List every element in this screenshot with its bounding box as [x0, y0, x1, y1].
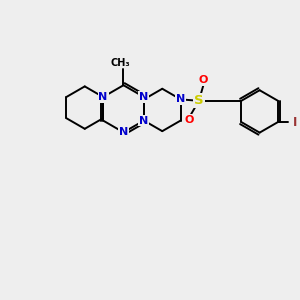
Text: N: N — [176, 94, 185, 104]
Text: N: N — [139, 92, 148, 102]
Text: N: N — [139, 116, 148, 126]
Text: I: I — [292, 116, 297, 128]
Text: N: N — [98, 92, 108, 102]
Text: N: N — [119, 127, 128, 137]
Text: S: S — [194, 94, 204, 107]
Text: CH₃: CH₃ — [111, 58, 130, 68]
Text: O: O — [199, 75, 208, 85]
Text: O: O — [184, 115, 194, 125]
